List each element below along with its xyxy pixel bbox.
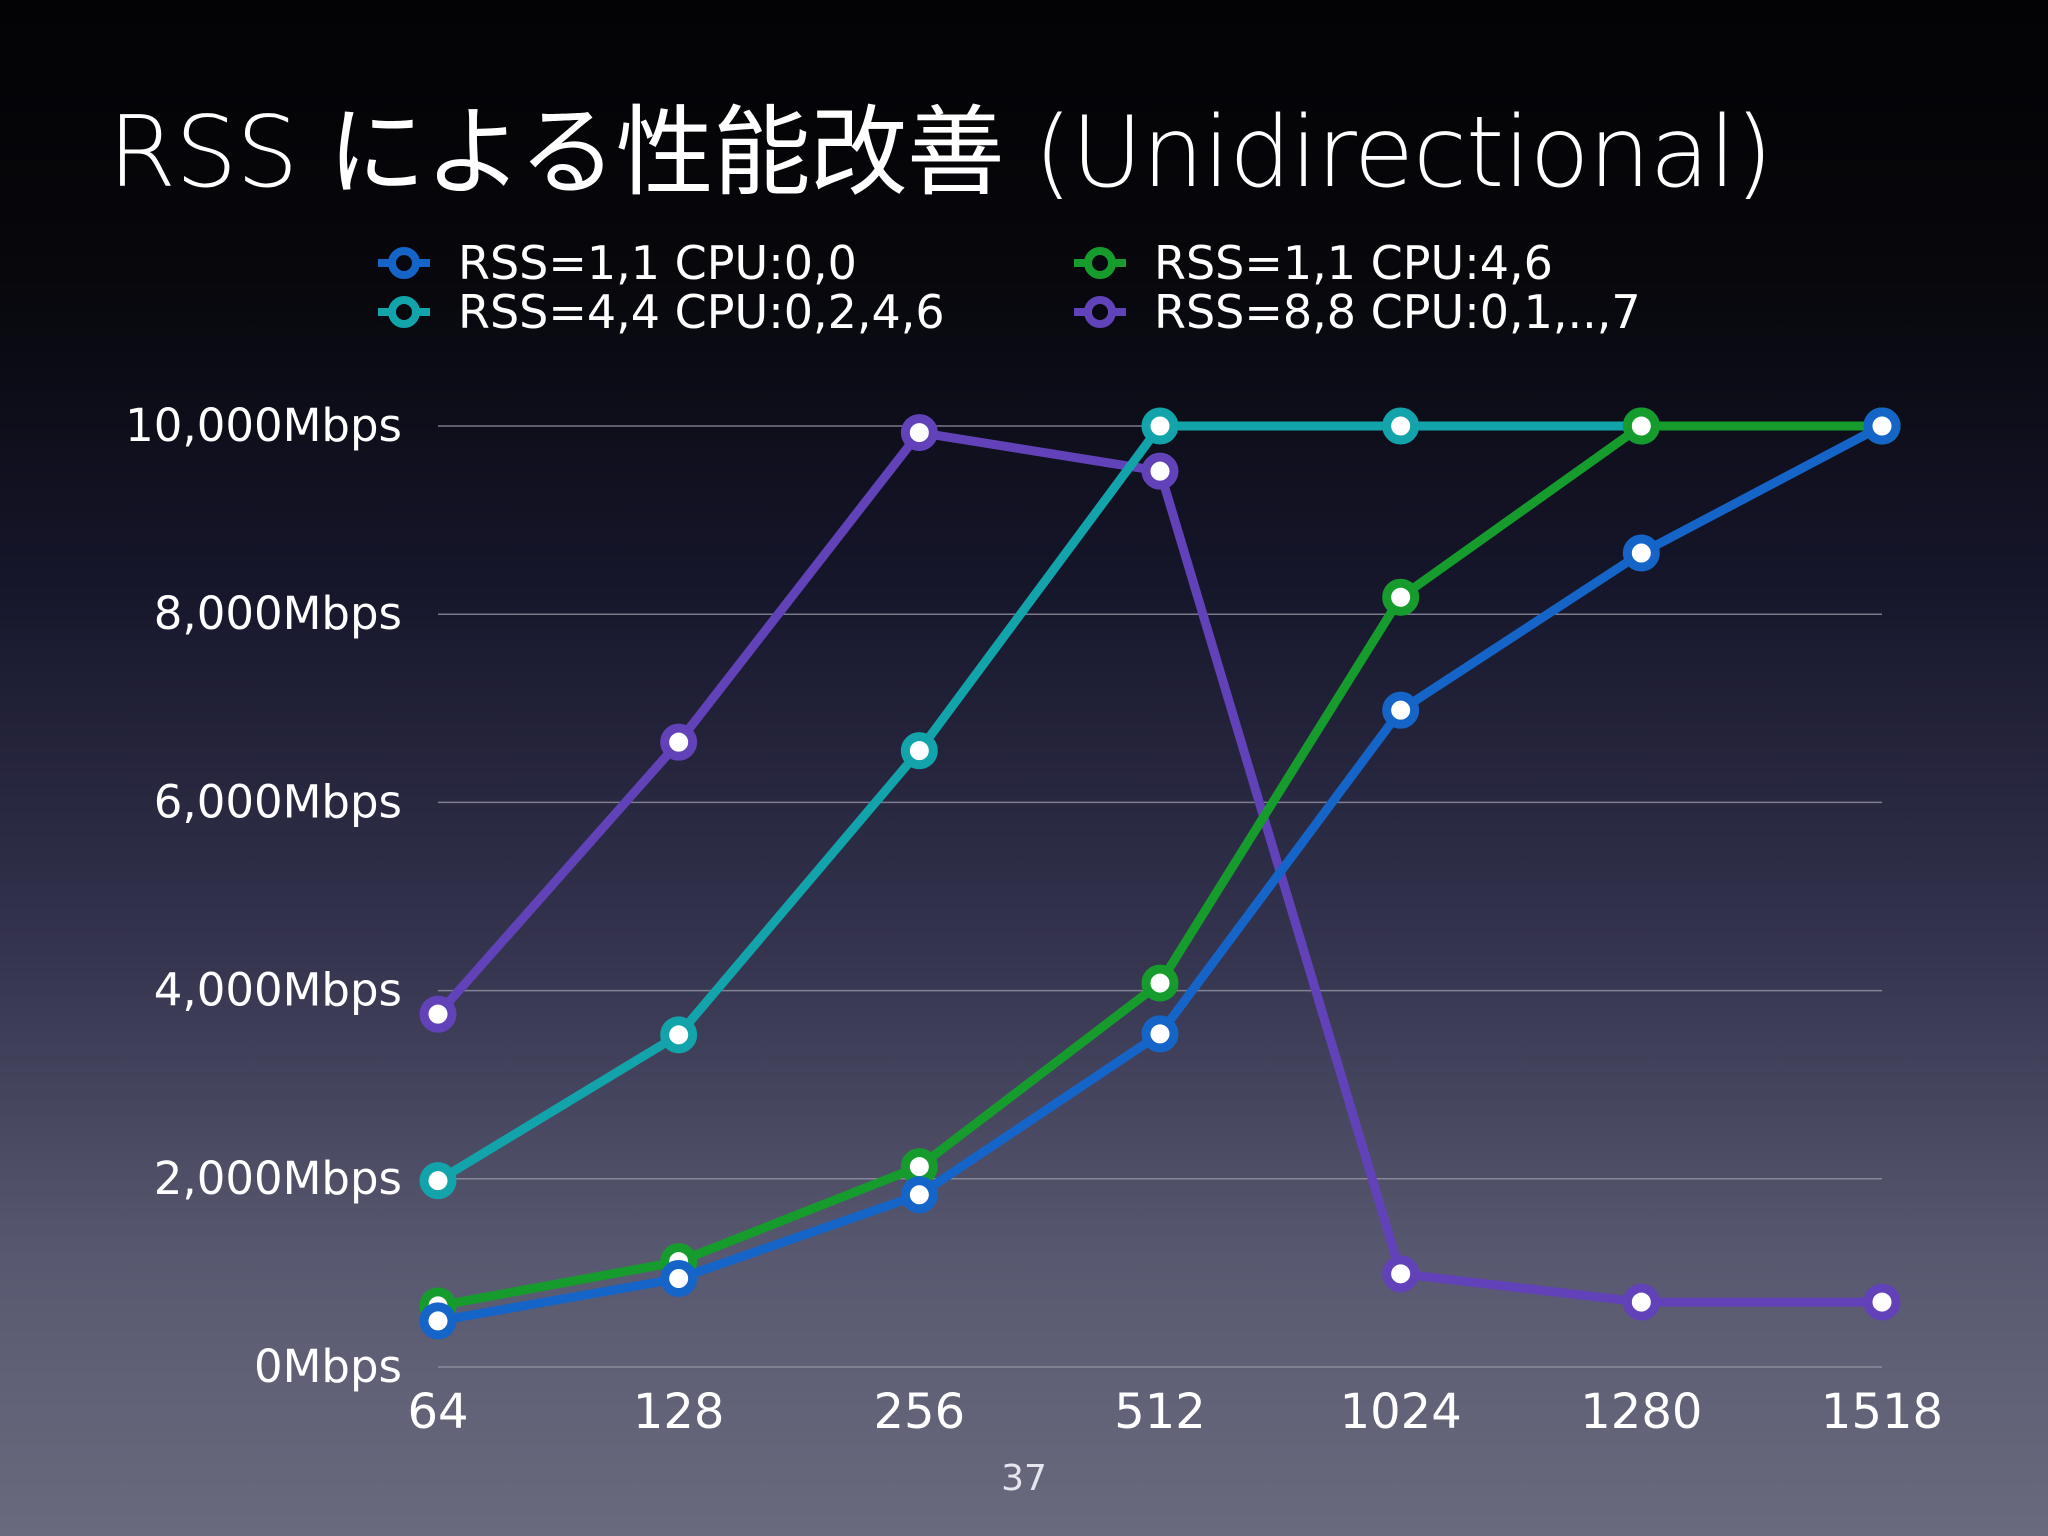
series-4 <box>419 414 1901 1321</box>
data-point <box>1141 964 1179 1002</box>
x-tick-label: 1280 <box>1580 1384 1702 1440</box>
data-point <box>419 1302 457 1340</box>
data-point <box>419 1162 457 1200</box>
data-point <box>900 414 938 452</box>
data-point <box>1382 1255 1420 1293</box>
legend-swatch-marker <box>1084 296 1116 328</box>
data-point <box>1622 1283 1660 1321</box>
data-point <box>1141 1015 1179 1053</box>
data-point <box>660 723 698 761</box>
y-axis-ticks: 0Mbps 2,000Mbps 4,000Mbps 6,000Mbps 8,000Mbp… <box>125 399 402 1393</box>
legend-item: RSS=1,1 CPU:4,6 <box>1074 236 1553 290</box>
legend-item: RSS=1,1 CPU:0,0 <box>378 236 857 290</box>
legend-label: RSS=8,8 CPU:0,1,..,7 <box>1154 285 1641 339</box>
data-point <box>419 995 457 1033</box>
x-tick-label: 1518 <box>1821 1384 1943 1440</box>
x-tick-label: 64 <box>407 1384 468 1440</box>
data-point <box>1622 407 1660 445</box>
grid-lines <box>438 425 1882 1368</box>
y-tick-label: 6,000Mbps <box>154 775 402 828</box>
x-tick-label: 1024 <box>1340 1384 1462 1440</box>
data-point <box>1382 691 1420 729</box>
data-point <box>660 1260 698 1298</box>
legend-swatch-marker <box>388 296 420 328</box>
series-line <box>433 421 1887 1326</box>
legend-swatch-marker <box>1084 247 1116 279</box>
data-point <box>660 1016 698 1054</box>
legend-swatch-marker <box>388 247 420 279</box>
y-tick-label: 4,000Mbps <box>154 964 402 1017</box>
y-tick-label: 8,000Mbps <box>154 587 402 640</box>
series-line <box>433 421 1887 1311</box>
x-tick-label: 512 <box>1114 1384 1206 1440</box>
slide-number: 37 <box>1001 1458 1047 1499</box>
x-axis-ticks: 64 128 256 512 1024 1280 1518 <box>407 1384 1943 1440</box>
legend-label: RSS=1,1 CPU:4,6 <box>1154 236 1553 290</box>
series-2 <box>419 407 1901 1325</box>
legend-label: RSS=4,4 CPU:0,2,4,6 <box>458 285 945 339</box>
data-point <box>1382 407 1420 445</box>
x-tick-label: 256 <box>874 1384 966 1440</box>
data-point <box>1382 578 1420 616</box>
y-tick-label: 2,000Mbps <box>154 1152 402 1205</box>
data-point <box>900 1176 938 1214</box>
data-point <box>1622 534 1660 572</box>
legend-item: RSS=8,8 CPU:0,1,..,7 <box>1074 285 1641 339</box>
series-3 <box>419 407 1901 1200</box>
data-point <box>1863 407 1901 445</box>
series-line <box>433 428 1887 1307</box>
legend-item: RSS=4,4 CPU:0,2,4,6 <box>378 285 945 339</box>
data-point <box>1863 1283 1901 1321</box>
series-lines <box>419 407 1901 1340</box>
x-tick-label: 128 <box>633 1384 725 1440</box>
data-point <box>900 732 938 770</box>
slide-title: RSS による性能改善 (Unidirectional) <box>108 96 1773 210</box>
y-tick-label: 10,000Mbps <box>125 399 402 452</box>
data-point <box>1141 452 1179 490</box>
data-point <box>1141 407 1179 445</box>
legend-label: RSS=1,1 CPU:0,0 <box>458 236 857 290</box>
y-tick-label: 0Mbps <box>254 1340 402 1393</box>
series-1 <box>419 407 1901 1340</box>
